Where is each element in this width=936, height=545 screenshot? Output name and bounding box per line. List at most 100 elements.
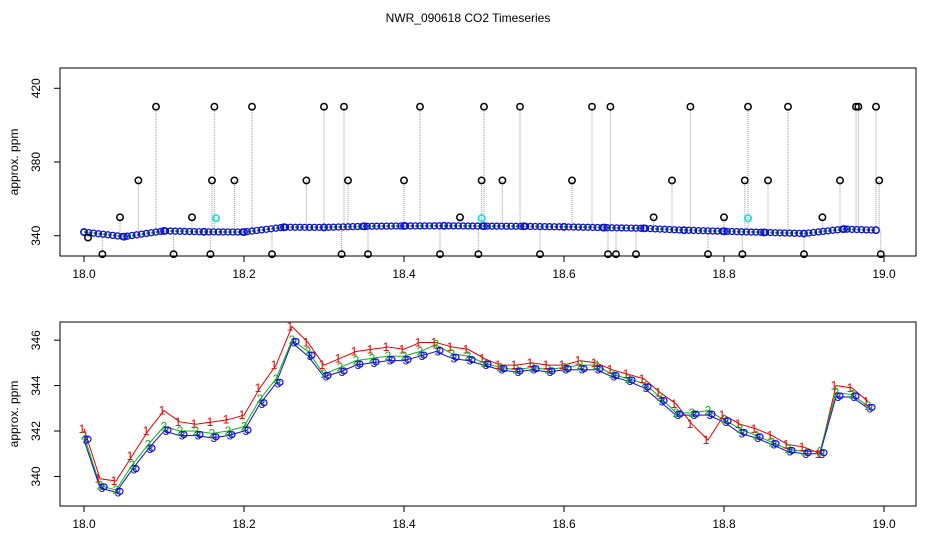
sample-point bbox=[339, 223, 347, 231]
sample-point bbox=[569, 223, 578, 231]
sample-point bbox=[109, 231, 117, 240]
sample-point bbox=[99, 230, 107, 238]
series-marker-2: 2 bbox=[785, 442, 792, 456]
series-marker-1: 1 bbox=[239, 408, 246, 422]
series-marker-1: 1 bbox=[751, 422, 758, 436]
sample-point bbox=[488, 222, 496, 230]
outlier-point bbox=[84, 233, 92, 242]
sample-point bbox=[809, 228, 818, 237]
series-marker-3: 3 bbox=[275, 376, 282, 390]
sample-point bbox=[104, 231, 112, 239]
x-tick-label: 18.6 bbox=[552, 267, 576, 281]
series-marker-2: 2 bbox=[401, 349, 408, 363]
outlier-point bbox=[784, 102, 792, 111]
outlier-point bbox=[210, 102, 219, 111]
y-tick-label: 344 bbox=[29, 375, 43, 395]
series-circle-3 bbox=[676, 410, 684, 418]
series-marker-1: 1 bbox=[95, 472, 102, 486]
outlier-point bbox=[208, 176, 216, 185]
x-tick-label: 18.0 bbox=[72, 267, 96, 281]
sample-point bbox=[843, 225, 851, 233]
series-marker-1: 1 bbox=[287, 320, 294, 334]
series-line-1 bbox=[83, 325, 869, 482]
outlier-point bbox=[456, 213, 464, 222]
series-marker-3: 3 bbox=[643, 381, 650, 395]
sample-point bbox=[627, 224, 635, 232]
series-marker-3: 3 bbox=[819, 447, 826, 461]
series-marker-2: 2 bbox=[689, 406, 696, 420]
series-circle-3 bbox=[740, 428, 748, 436]
sample-point bbox=[670, 226, 679, 234]
outlier-point bbox=[875, 176, 884, 185]
series-marker-3: 3 bbox=[227, 429, 234, 443]
sample-point bbox=[579, 223, 587, 231]
series-circle-3 bbox=[820, 449, 828, 457]
series-circle-3 bbox=[388, 356, 396, 364]
series-marker-2: 2 bbox=[641, 376, 648, 390]
sample-point bbox=[219, 228, 227, 236]
sample-point bbox=[853, 225, 861, 234]
sample-point bbox=[541, 222, 549, 231]
outlier-point bbox=[98, 250, 107, 259]
series-marker-3: 3 bbox=[467, 354, 474, 368]
series-marker-2: 2 bbox=[465, 349, 472, 363]
series-marker-1: 1 bbox=[431, 335, 438, 349]
x-tick-label: 18.8 bbox=[712, 517, 736, 531]
series-circle-3 bbox=[228, 430, 236, 439]
series-marker-2: 2 bbox=[385, 349, 392, 363]
series-circle-3 bbox=[644, 383, 652, 391]
outlier-point bbox=[337, 250, 346, 259]
outlier-point bbox=[248, 102, 256, 111]
sample-point bbox=[704, 227, 712, 235]
series-marker-3: 3 bbox=[787, 444, 794, 458]
series-marker-3: 3 bbox=[131, 463, 138, 477]
outlier-point bbox=[738, 250, 747, 259]
sample-point bbox=[742, 228, 751, 236]
series-circle-3 bbox=[804, 449, 812, 457]
sample-point bbox=[848, 225, 856, 234]
plot-frame bbox=[59, 67, 917, 257]
series-marker-1: 1 bbox=[127, 449, 134, 463]
sample-point bbox=[550, 223, 559, 231]
outlier-point bbox=[436, 250, 444, 259]
outlier-point bbox=[604, 250, 612, 259]
sample-point bbox=[829, 226, 837, 234]
sample-point bbox=[157, 227, 165, 236]
sample-point bbox=[214, 228, 223, 236]
sample-point bbox=[536, 222, 544, 231]
outlier-point bbox=[480, 102, 488, 111]
flagged-point bbox=[477, 214, 486, 223]
series-marker-1: 1 bbox=[463, 342, 470, 356]
sample-point bbox=[502, 222, 511, 230]
series-marker-1: 1 bbox=[847, 381, 854, 395]
x-tick-label: 18.6 bbox=[552, 517, 576, 531]
sample-point bbox=[608, 224, 616, 232]
sample-point bbox=[425, 222, 434, 230]
sample-point bbox=[344, 223, 352, 231]
sample-point bbox=[632, 224, 640, 232]
series-circle-3 bbox=[660, 396, 668, 405]
sample-point bbox=[469, 222, 477, 230]
series-point bbox=[480, 222, 488, 231]
sample-point bbox=[195, 228, 203, 236]
series-circle-3 bbox=[580, 365, 588, 373]
sample-point bbox=[685, 226, 693, 234]
top-panel: 18.0 18.2 18.4 18.6 18.8 19.0 340 380 420 approx.… bbox=[7, 67, 917, 281]
sample-point bbox=[185, 227, 194, 236]
sample-point bbox=[349, 222, 357, 231]
outlier-point bbox=[302, 176, 311, 185]
sample-point bbox=[137, 230, 146, 238]
series-marker-2: 2 bbox=[321, 367, 328, 381]
series-circle-3 bbox=[596, 365, 604, 373]
sample-point bbox=[368, 222, 376, 230]
y-tick-label: 420 bbox=[29, 78, 43, 98]
series-point bbox=[872, 226, 880, 235]
series-marker-2: 2 bbox=[673, 406, 680, 420]
sample-point bbox=[142, 229, 151, 238]
bottom-panel: 18.0 18.2 18.4 18.6 18.8 19.0 340 342 344 346 appr… bbox=[7, 320, 917, 531]
sample-point bbox=[377, 222, 386, 230]
series-marker-1: 1 bbox=[335, 351, 342, 365]
series-marker-2: 2 bbox=[161, 419, 168, 433]
series-circle-3 bbox=[148, 444, 156, 452]
series-marker-2: 2 bbox=[817, 444, 824, 458]
